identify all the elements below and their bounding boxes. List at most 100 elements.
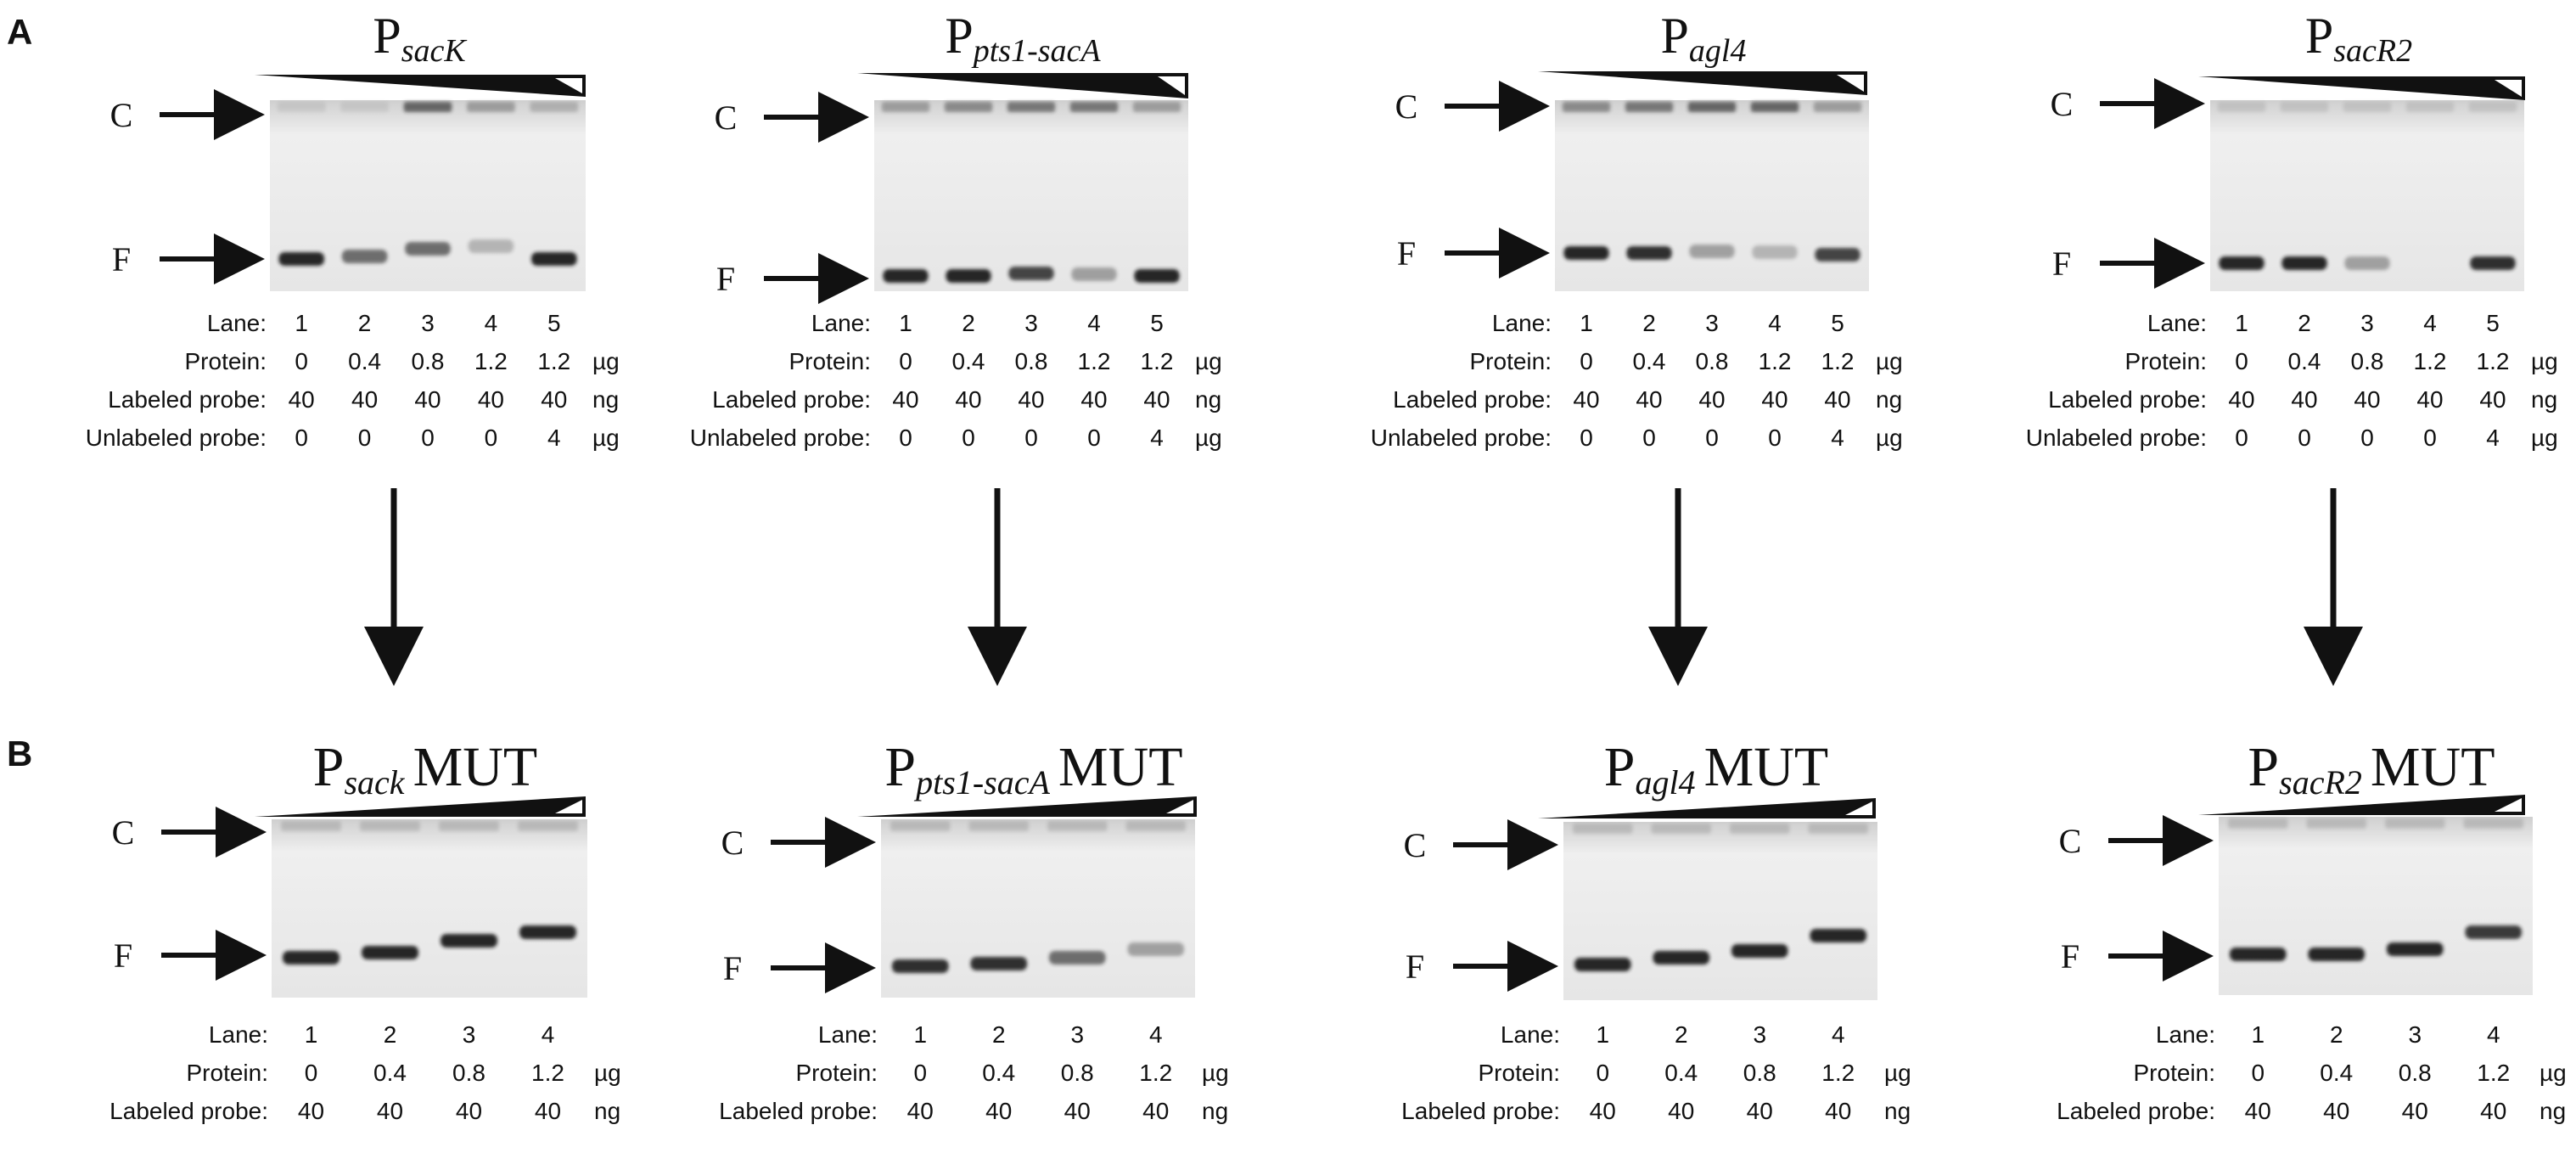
cell-protein-4: 1.2 (2477, 1060, 2510, 1086)
cell-labeled_probe-3: 40 (2402, 1098, 2428, 1124)
cell-lane-4: 4 (542, 1021, 555, 1048)
free-probe-band (278, 252, 324, 266)
cell-protein-1: 0 (1596, 1060, 1609, 1086)
cell-lane-4: 4 (485, 310, 498, 336)
cell-labeled_probe-3: 40 (1698, 386, 1725, 413)
cell-labeled_probe-4: 40 (1142, 1098, 1169, 1124)
complex-band (2306, 818, 2366, 829)
panel-label-b: B (7, 734, 32, 773)
complex-band (2343, 102, 2392, 112)
free-probe-band (1752, 245, 1798, 259)
cell-unlabeled_probe-1: 0 (899, 425, 912, 451)
gel-title: Ppts1-sacA (945, 8, 1101, 69)
complex-marker: C (2059, 822, 2082, 860)
free-probe-band (1815, 248, 1860, 262)
free-probe-band (970, 957, 1028, 970)
complex-band (2463, 818, 2523, 829)
cell-lane-4: 4 (1087, 310, 1101, 336)
cell-labeled_probe-2: 40 (377, 1098, 403, 1124)
gel-image (2219, 817, 2533, 995)
row-label-protein: Protein: (796, 1060, 878, 1086)
gel-image (272, 819, 587, 998)
cell-unlabeled_probe-4: 0 (1087, 425, 1101, 451)
cell-lane-1: 1 (305, 1021, 318, 1048)
free-probe-band (1731, 944, 1788, 958)
free-probe-band (1626, 246, 1672, 260)
cell-protein-3: 0.8 (1696, 348, 1729, 374)
free-probe-band (531, 252, 577, 266)
gel-b-3: CF (1404, 798, 1877, 1000)
complex-band (1562, 102, 1611, 112)
cell-labeled_probe-3: 40 (456, 1098, 482, 1124)
cell-labeled_probe-4: 40 (535, 1098, 561, 1124)
cell-protein-1: 0 (1580, 348, 1593, 374)
cell-unlabeled_probe-4: 0 (1768, 425, 1782, 451)
cell-protein-2: 0.4 (348, 348, 381, 374)
unit-protein: µg (2531, 348, 2558, 374)
complex-band (340, 102, 389, 112)
complex-band (518, 821, 578, 831)
row-label-protein: Protein: (1470, 348, 1552, 374)
gel-title: Pagl4 MUT (1604, 736, 1829, 801)
free-probe-band (441, 934, 497, 948)
unit-protein: µg (594, 1060, 621, 1086)
cell-unlabeled_probe-3: 0 (1705, 425, 1719, 451)
cell-lane-3: 3 (421, 310, 435, 336)
complex-band (968, 821, 1029, 831)
free-probe-band (2386, 942, 2444, 956)
cell-unlabeled_probe-1: 0 (2235, 425, 2248, 451)
free-probe-band (1134, 269, 1180, 283)
row-label-protein: Protein: (1479, 1060, 1561, 1086)
cell-labeled_probe-1: 40 (298, 1098, 324, 1124)
free-probe-band (468, 239, 514, 253)
cell-lane-1: 1 (2251, 1021, 2265, 1048)
gel-a-2: CF (715, 73, 1188, 304)
cell-labeled_probe-1: 40 (289, 386, 315, 413)
protein-gradient-wedge (1538, 798, 1876, 818)
cell-protein-5: 1.2 (1821, 348, 1855, 374)
cell-labeled_probe-3: 40 (1064, 1098, 1091, 1124)
complex-band (403, 102, 452, 112)
wedge-tip (555, 800, 582, 813)
complex-band (439, 821, 499, 831)
complex-marker: C (1404, 826, 1427, 864)
row-label-protein: Protein: (185, 348, 267, 374)
row-label-labeled_probe: Labeled probe: (1401, 1098, 1560, 1124)
cell-lane-1: 1 (295, 310, 308, 336)
free-marker: F (723, 949, 742, 987)
cell-labeled_probe-3: 40 (1018, 386, 1044, 413)
cell-lane-5: 5 (1150, 310, 1164, 336)
cell-lane-4: 4 (1832, 1021, 1845, 1048)
cell-labeled_probe-4: 40 (1080, 386, 1107, 413)
cell-lane-2: 2 (1642, 310, 1656, 336)
unit-labeled_probe: ng (1195, 386, 1221, 413)
cell-protein-1: 0 (2251, 1060, 2265, 1086)
free-probe-band (1008, 267, 1054, 280)
cell-protein-3: 0.8 (412, 348, 445, 374)
unit-unlabeled_probe: µg (1195, 425, 1222, 451)
free-probe-band (2470, 256, 2516, 270)
free-probe-band (2344, 256, 2390, 270)
cell-unlabeled_probe-3: 0 (2360, 425, 2374, 451)
unit-labeled_probe: ng (1884, 1098, 1911, 1124)
cell-protein-2: 0.4 (2320, 1060, 2353, 1086)
cell-lane-3: 3 (463, 1021, 476, 1048)
complex-marker: C (110, 96, 133, 134)
protein-gradient-wedge (857, 796, 1197, 817)
free-marker: F (1406, 948, 1424, 986)
complex-band (2405, 102, 2455, 112)
cell-protein-4: 1.2 (1821, 1060, 1855, 1086)
row-label-lane: Lane: (1501, 1021, 1560, 1048)
cell-protein-2: 0.4 (982, 1060, 1015, 1086)
complex-band (530, 102, 579, 112)
cell-protein-2: 0.4 (952, 348, 985, 374)
row-label-lane: Lane: (207, 310, 267, 336)
free-probe-band (1653, 951, 1710, 965)
complex-band (2468, 102, 2517, 112)
row-label-lane: Lane: (818, 1021, 878, 1048)
row-label-lane: Lane: (811, 310, 871, 336)
row-label-labeled_probe: Labeled probe: (109, 1098, 268, 1124)
